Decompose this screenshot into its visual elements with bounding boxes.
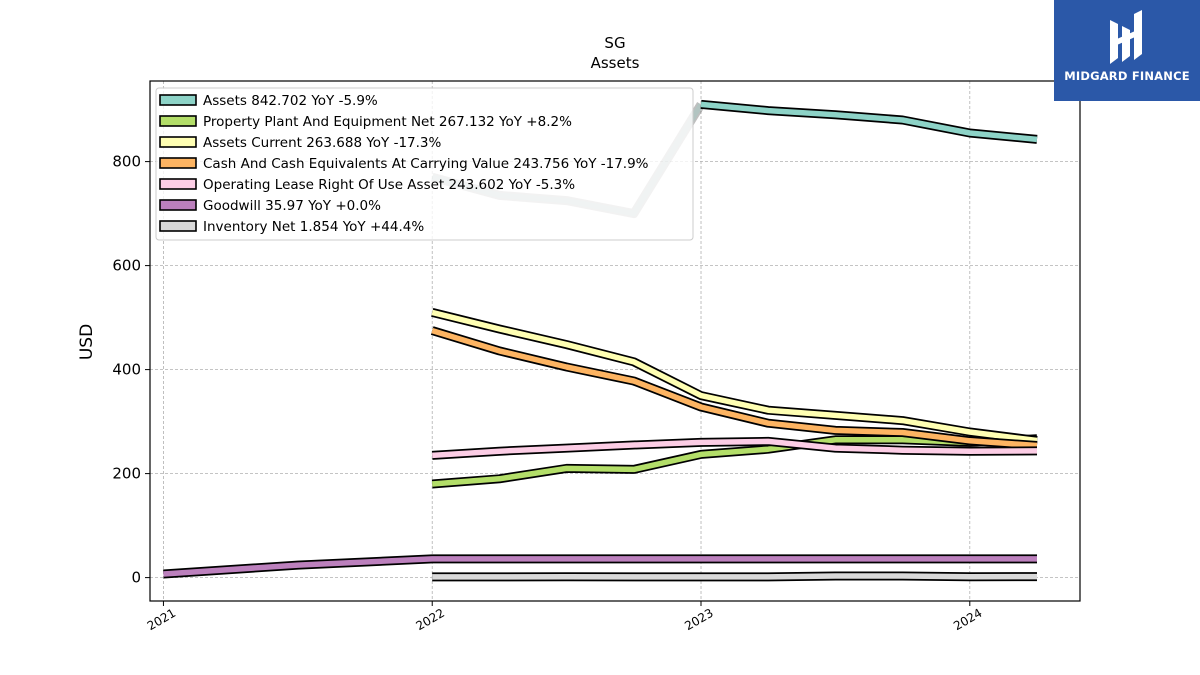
x-tick-label: 2023 (682, 606, 715, 633)
series-stroke (431, 309, 1038, 444)
chart-subtitle: Assets (591, 54, 640, 72)
series-line (431, 436, 1038, 460)
x-tick-label: 2021 (145, 606, 178, 633)
legend-item: Assets Current 263.688 YoY -17.3% (159, 135, 442, 151)
legend-label: Cash And Cash Equivalents At Carrying Va… (203, 156, 649, 172)
series-outline (431, 308, 1038, 445)
series-stroke (432, 573, 1038, 580)
x-tick-label: 2024 (951, 606, 984, 633)
legend-item: Operating Lease Right Of Use Asset 243.6… (159, 177, 575, 193)
series-stroke (163, 556, 1037, 577)
series-stroke (700, 101, 1038, 143)
legend: Assets 842.702 YoY -5.9% Property Plant A… (155, 87, 694, 241)
legend-box (155, 87, 694, 241)
legend-item: Goodwill 35.97 YoY +0.0% (159, 198, 381, 214)
legend-label: Property Plant And Equipment Net 267.132… (203, 114, 572, 130)
legend-label: Assets 842.702 YoY -5.9% (203, 93, 378, 109)
legend-item: Inventory Net 1.854 YoY +44.4% (159, 219, 424, 235)
legend-item: Assets 842.702 YoY -5.9% (159, 93, 378, 109)
series-line (431, 308, 1038, 445)
series-line (430, 326, 1038, 450)
legend-label: Assets Current 263.688 YoY -17.3% (203, 135, 442, 151)
logo-text: MIDGARD FINANCE (1064, 69, 1190, 83)
y-tick-label: 600 (112, 257, 141, 275)
series-layer (163, 99, 1038, 582)
legend-swatch (159, 199, 197, 211)
legend-swatch (159, 115, 197, 127)
x-tick-label: 2022 (413, 606, 446, 633)
legend-swatch (159, 94, 197, 106)
legend-item: Property Plant And Equipment Net 267.132… (159, 114, 572, 130)
series-line (163, 554, 1037, 579)
legend-label: Goodwill 35.97 YoY +0.0% (203, 198, 381, 214)
legend-swatch (159, 157, 197, 169)
y-tick-label: 800 (112, 153, 141, 171)
legend-swatch (159, 136, 197, 148)
y-axis-label: USD (77, 324, 97, 360)
legend-label: Operating Lease Right Of Use Asset 243.6… (203, 177, 575, 193)
brand-logo: MIDGARD FINANCE (1054, 0, 1200, 101)
y-tick-label: 0 (131, 569, 141, 587)
chart-title: SG (604, 34, 625, 52)
plot-frame (149, 80, 1081, 602)
series-stroke (431, 327, 1038, 449)
legend-swatch (159, 220, 197, 232)
legend-item: Cash And Cash Equivalents At Carrying Va… (159, 156, 649, 172)
y-tick-label: 200 (112, 465, 141, 483)
legend-label: Inventory Net 1.854 YoY +44.4% (203, 219, 424, 235)
y-tick-label: 400 (112, 361, 141, 379)
logo-mark-icon (1110, 10, 1142, 64)
series-line (432, 571, 1038, 582)
series-stroke (432, 438, 1038, 459)
legend-swatch (159, 178, 197, 190)
